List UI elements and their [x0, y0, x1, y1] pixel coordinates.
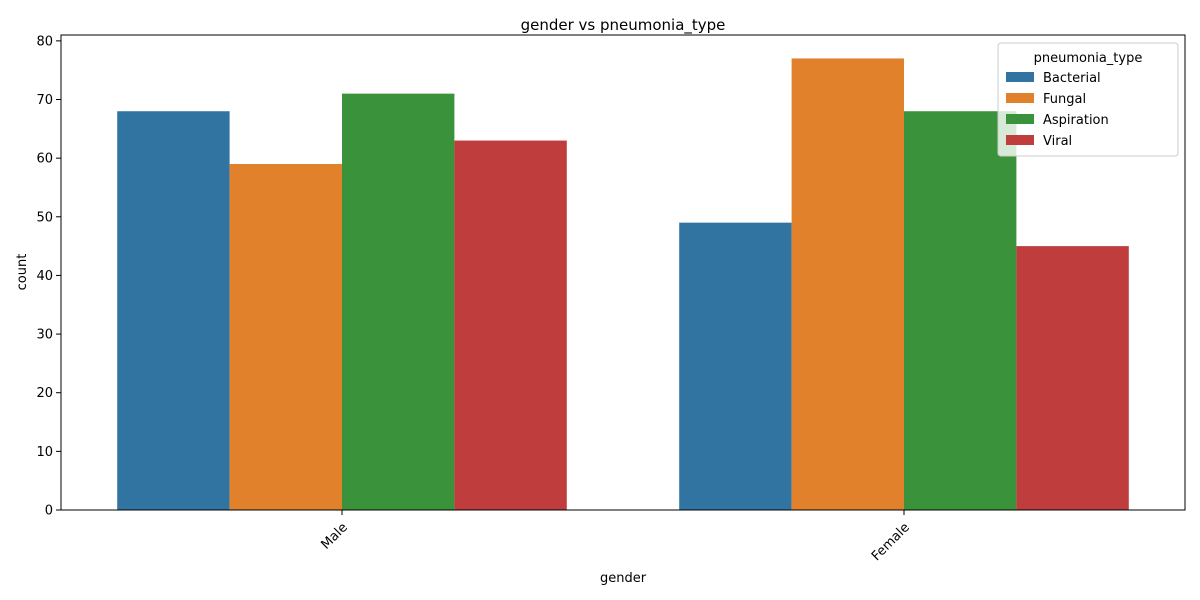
x-axis: Male Female: [318, 510, 913, 564]
y-tick-label: 80: [36, 34, 53, 49]
y-tick-label: 60: [36, 152, 53, 167]
legend-label-fungal: Fungal: [1043, 92, 1086, 107]
y-tick-label: 10: [36, 445, 53, 460]
y-tick-label: 20: [36, 386, 53, 401]
legend-swatch-bacterial: [1006, 72, 1034, 82]
legend-label-aspiration: Aspiration: [1043, 113, 1109, 128]
y-tick-label: 50: [36, 210, 53, 225]
y-tick-label: 70: [36, 93, 53, 108]
legend-label-bacterial: Bacterial: [1043, 71, 1101, 86]
x-tick-label-male: Male: [318, 520, 350, 552]
legend-label-viral: Viral: [1043, 134, 1072, 149]
bar-aspiration-male: [342, 93, 455, 511]
x-tick-label-female: Female: [869, 520, 913, 564]
bar-bacterial-male: [117, 111, 230, 511]
y-axis: 0 10 20 30 40 50 60 70 80: [36, 34, 61, 519]
legend-box: [997, 42, 1179, 157]
legend-swatch-viral: [1006, 135, 1034, 145]
legend-title: pneumonia_type: [1034, 51, 1143, 66]
bar-fungal-female: [791, 58, 904, 511]
bar-fungal-male: [229, 164, 342, 511]
bar-bacterial-female: [679, 222, 792, 510]
y-axis-label: count: [15, 254, 30, 291]
bars-group: [117, 58, 1129, 511]
bar-viral-male: [454, 140, 567, 511]
y-tick-label: 0: [45, 504, 53, 519]
bar-aspiration-female: [904, 111, 1017, 511]
legend-swatch-aspiration: [1006, 114, 1034, 124]
chart-title: gender vs pneumonia_type: [521, 16, 726, 35]
y-tick-label: 40: [36, 269, 53, 284]
x-axis-label: gender: [600, 571, 647, 586]
legend: pneumonia_type Bacterial Fungal Aspiration V…: [997, 42, 1179, 157]
y-tick-label: 30: [36, 328, 53, 343]
legend-swatch-fungal: [1006, 93, 1034, 103]
bar-viral-female: [1016, 246, 1129, 510]
plot-frame: [60, 34, 1186, 511]
